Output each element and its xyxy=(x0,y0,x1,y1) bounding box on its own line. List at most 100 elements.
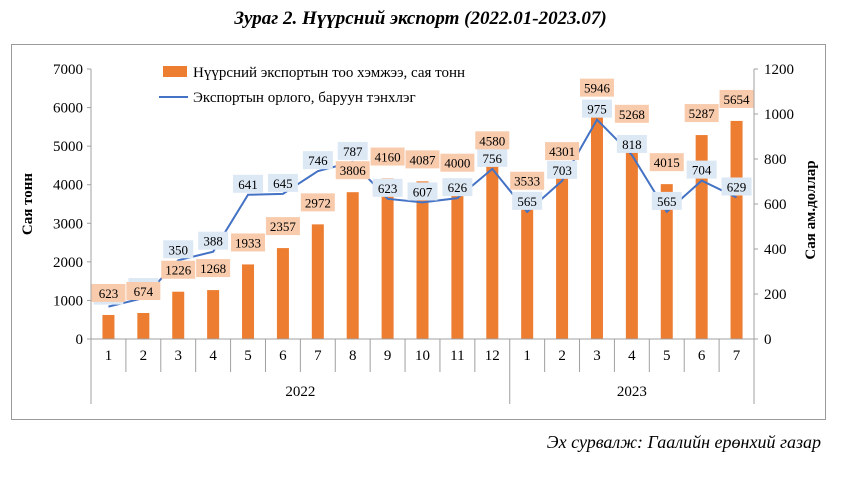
x-tick-label: 1 xyxy=(105,348,113,364)
bar-6 xyxy=(276,248,289,339)
right-tick-label: 1200 xyxy=(764,62,794,78)
left-tick-label: 4000 xyxy=(53,178,83,194)
x-tick-label: 11 xyxy=(450,348,464,364)
x-group-label: 2023 xyxy=(617,384,647,400)
line-label-bg xyxy=(686,160,717,179)
line-data-label: 629 xyxy=(727,179,747,194)
bar-label-bg xyxy=(510,171,545,190)
line-label-bg xyxy=(547,160,578,179)
left-tick-label: 5000 xyxy=(53,139,83,155)
bar-12 xyxy=(486,162,499,339)
line-label-bg xyxy=(721,177,752,196)
legend-line-label: Экспортын орлого, баруун тэнхлэг xyxy=(193,90,416,106)
line-label-bg xyxy=(233,174,264,193)
x-tick-label: 3 xyxy=(593,348,601,364)
bar-label-bg xyxy=(265,217,300,236)
x-tick-label: 9 xyxy=(384,348,392,364)
bar-data-label: 4580 xyxy=(479,133,505,148)
right-tick-label: 1000 xyxy=(764,107,794,123)
x-tick-label: 12 xyxy=(485,348,500,364)
chart-frame xyxy=(11,44,826,420)
bar-16 xyxy=(625,135,638,339)
x-tick-label: 2 xyxy=(558,348,566,364)
right-axis-title: Сая ам.доллар xyxy=(803,160,819,259)
x-tick-label: 5 xyxy=(244,348,252,364)
line-label-bg xyxy=(512,191,543,210)
line-label-bg xyxy=(651,191,682,210)
bar-19 xyxy=(730,120,743,339)
bar-label-bg xyxy=(231,233,266,252)
bar-data-label: 1226 xyxy=(165,263,192,278)
bar-1 xyxy=(102,314,115,339)
line-label-bg xyxy=(407,182,438,201)
line-label-bg xyxy=(581,99,612,118)
line-data-label: 641 xyxy=(238,177,258,192)
bar-10 xyxy=(416,181,429,339)
bar-data-label: 5946 xyxy=(584,81,611,96)
bar-14 xyxy=(556,173,569,339)
line-data-label: 975 xyxy=(587,102,607,117)
bar-label-bg xyxy=(475,131,510,150)
line-data-label: 703 xyxy=(552,163,572,178)
line-data-label: 388 xyxy=(203,234,223,249)
right-tick-label: 600 xyxy=(764,197,787,213)
x-tick-label: 6 xyxy=(279,348,287,364)
bar-15 xyxy=(590,109,603,339)
bar-data-label: 623 xyxy=(99,286,119,301)
bar-label-bg xyxy=(91,283,126,302)
line-data-label: 746 xyxy=(308,153,328,168)
line-data-label: 787 xyxy=(343,144,363,159)
line-data-label: 565 xyxy=(657,194,677,209)
left-tick-label: 0 xyxy=(76,332,84,348)
line-label-bg xyxy=(477,148,508,167)
bar-data-label: 4000 xyxy=(444,156,470,171)
bar-8 xyxy=(346,192,359,339)
line-data-label: 607 xyxy=(413,184,433,199)
right-tick-label: 800 xyxy=(764,152,787,168)
bar-data-label: 3533 xyxy=(514,174,540,189)
right-tick-label: 0 xyxy=(764,332,772,348)
bar-data-label: 4087 xyxy=(410,152,437,167)
bar-data-label: 2357 xyxy=(270,219,297,234)
x-tick-label: 6 xyxy=(698,348,706,364)
bar-11 xyxy=(451,184,464,339)
left-tick-label: 7000 xyxy=(53,62,83,78)
bar-label-bg xyxy=(405,150,440,169)
source-note: Эх сурвалж: Гаалийн ерөнхий газар xyxy=(546,432,821,452)
bar-label-bg xyxy=(300,193,335,212)
line-data-label: 818 xyxy=(622,137,642,152)
bar-7 xyxy=(311,224,324,339)
line-data-label: 565 xyxy=(517,194,537,209)
bar-label-bg xyxy=(335,161,370,180)
bar-data-label: 2972 xyxy=(305,195,331,210)
line-label-bg xyxy=(163,240,194,259)
legend-bar-swatch xyxy=(163,66,187,77)
line-label-bg xyxy=(337,141,368,160)
bar-label-bg xyxy=(370,147,405,166)
line-label-bg xyxy=(302,151,333,170)
line-label-bg xyxy=(442,178,473,197)
bar-9 xyxy=(381,178,394,339)
bar-label-bg xyxy=(649,153,684,172)
bar-label-bg xyxy=(614,104,649,123)
bar-label-bg xyxy=(440,153,475,172)
bar-data-label: 4015 xyxy=(654,155,680,170)
line-data-label: 623 xyxy=(378,181,398,196)
line-data-label: 645 xyxy=(273,176,293,191)
revenue-line xyxy=(108,117,737,308)
bar-4 xyxy=(207,290,220,339)
right-tick-label: 200 xyxy=(764,287,787,303)
bar-label-bg xyxy=(126,282,161,301)
bar-data-label: 674 xyxy=(134,284,154,299)
bar-label-bg xyxy=(196,259,231,278)
bar-label-bg xyxy=(545,142,580,161)
left-tick-label: 2000 xyxy=(53,255,83,271)
bar-label-bg xyxy=(579,78,614,97)
bar-data-label: 5268 xyxy=(619,107,645,122)
bar-17 xyxy=(660,184,673,339)
bar-2 xyxy=(137,313,150,339)
x-tick-label: 4 xyxy=(209,348,217,364)
line-label-bg xyxy=(267,173,298,192)
bar-data-label: 5287 xyxy=(689,106,716,121)
